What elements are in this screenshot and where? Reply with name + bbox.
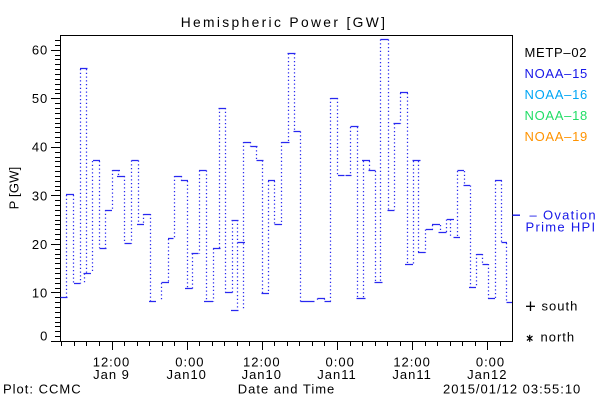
svg-text:40: 40 xyxy=(32,140,48,155)
svg-text:NOAA–16: NOAA–16 xyxy=(525,87,588,102)
svg-text:METP–02: METP–02 xyxy=(525,45,588,60)
svg-text:north: north xyxy=(541,330,576,345)
svg-text:Jan10: Jan10 xyxy=(166,367,206,382)
svg-text:south: south xyxy=(542,299,579,314)
svg-text:Jan11: Jan11 xyxy=(317,367,356,382)
svg-text:0:00: 0:00 xyxy=(476,355,505,370)
svg-text:Jan10: Jan10 xyxy=(242,367,282,382)
svg-text:0:00: 0:00 xyxy=(326,355,355,370)
svg-text:P [GW]: P [GW] xyxy=(7,167,22,210)
svg-text:NOAA–15: NOAA–15 xyxy=(525,66,588,81)
svg-text:Prime HPI: Prime HPI xyxy=(526,219,597,234)
svg-text:Jan 9: Jan 9 xyxy=(93,367,130,382)
svg-text:60: 60 xyxy=(32,43,48,58)
svg-text:50: 50 xyxy=(32,91,48,106)
svg-text:12:00: 12:00 xyxy=(243,355,281,370)
svg-text:12:00: 12:00 xyxy=(93,355,131,370)
svg-text:Jan11: Jan11 xyxy=(392,367,431,382)
svg-text:30: 30 xyxy=(32,188,48,203)
svg-text:Plot: CCMC: Plot: CCMC xyxy=(3,382,82,397)
svg-text:Jan12: Jan12 xyxy=(467,367,507,382)
svg-text:– Ovation: – Ovation xyxy=(530,208,597,223)
svg-text:NOAA–19: NOAA–19 xyxy=(525,129,588,144)
svg-text:0:00: 0:00 xyxy=(175,355,204,370)
svg-text:2015/01/12 03:55:10: 2015/01/12 03:55:10 xyxy=(443,382,581,397)
svg-text:12:00: 12:00 xyxy=(393,355,431,370)
svg-text:NOAA–18: NOAA–18 xyxy=(525,108,588,123)
svg-text:0: 0 xyxy=(40,329,48,344)
svg-text:Hemispheric Power [GW]: Hemispheric Power [GW] xyxy=(181,15,388,30)
svg-text:20: 20 xyxy=(32,237,48,252)
svg-text:Date and Time: Date and Time xyxy=(238,382,336,397)
svg-text:10: 10 xyxy=(32,285,48,300)
